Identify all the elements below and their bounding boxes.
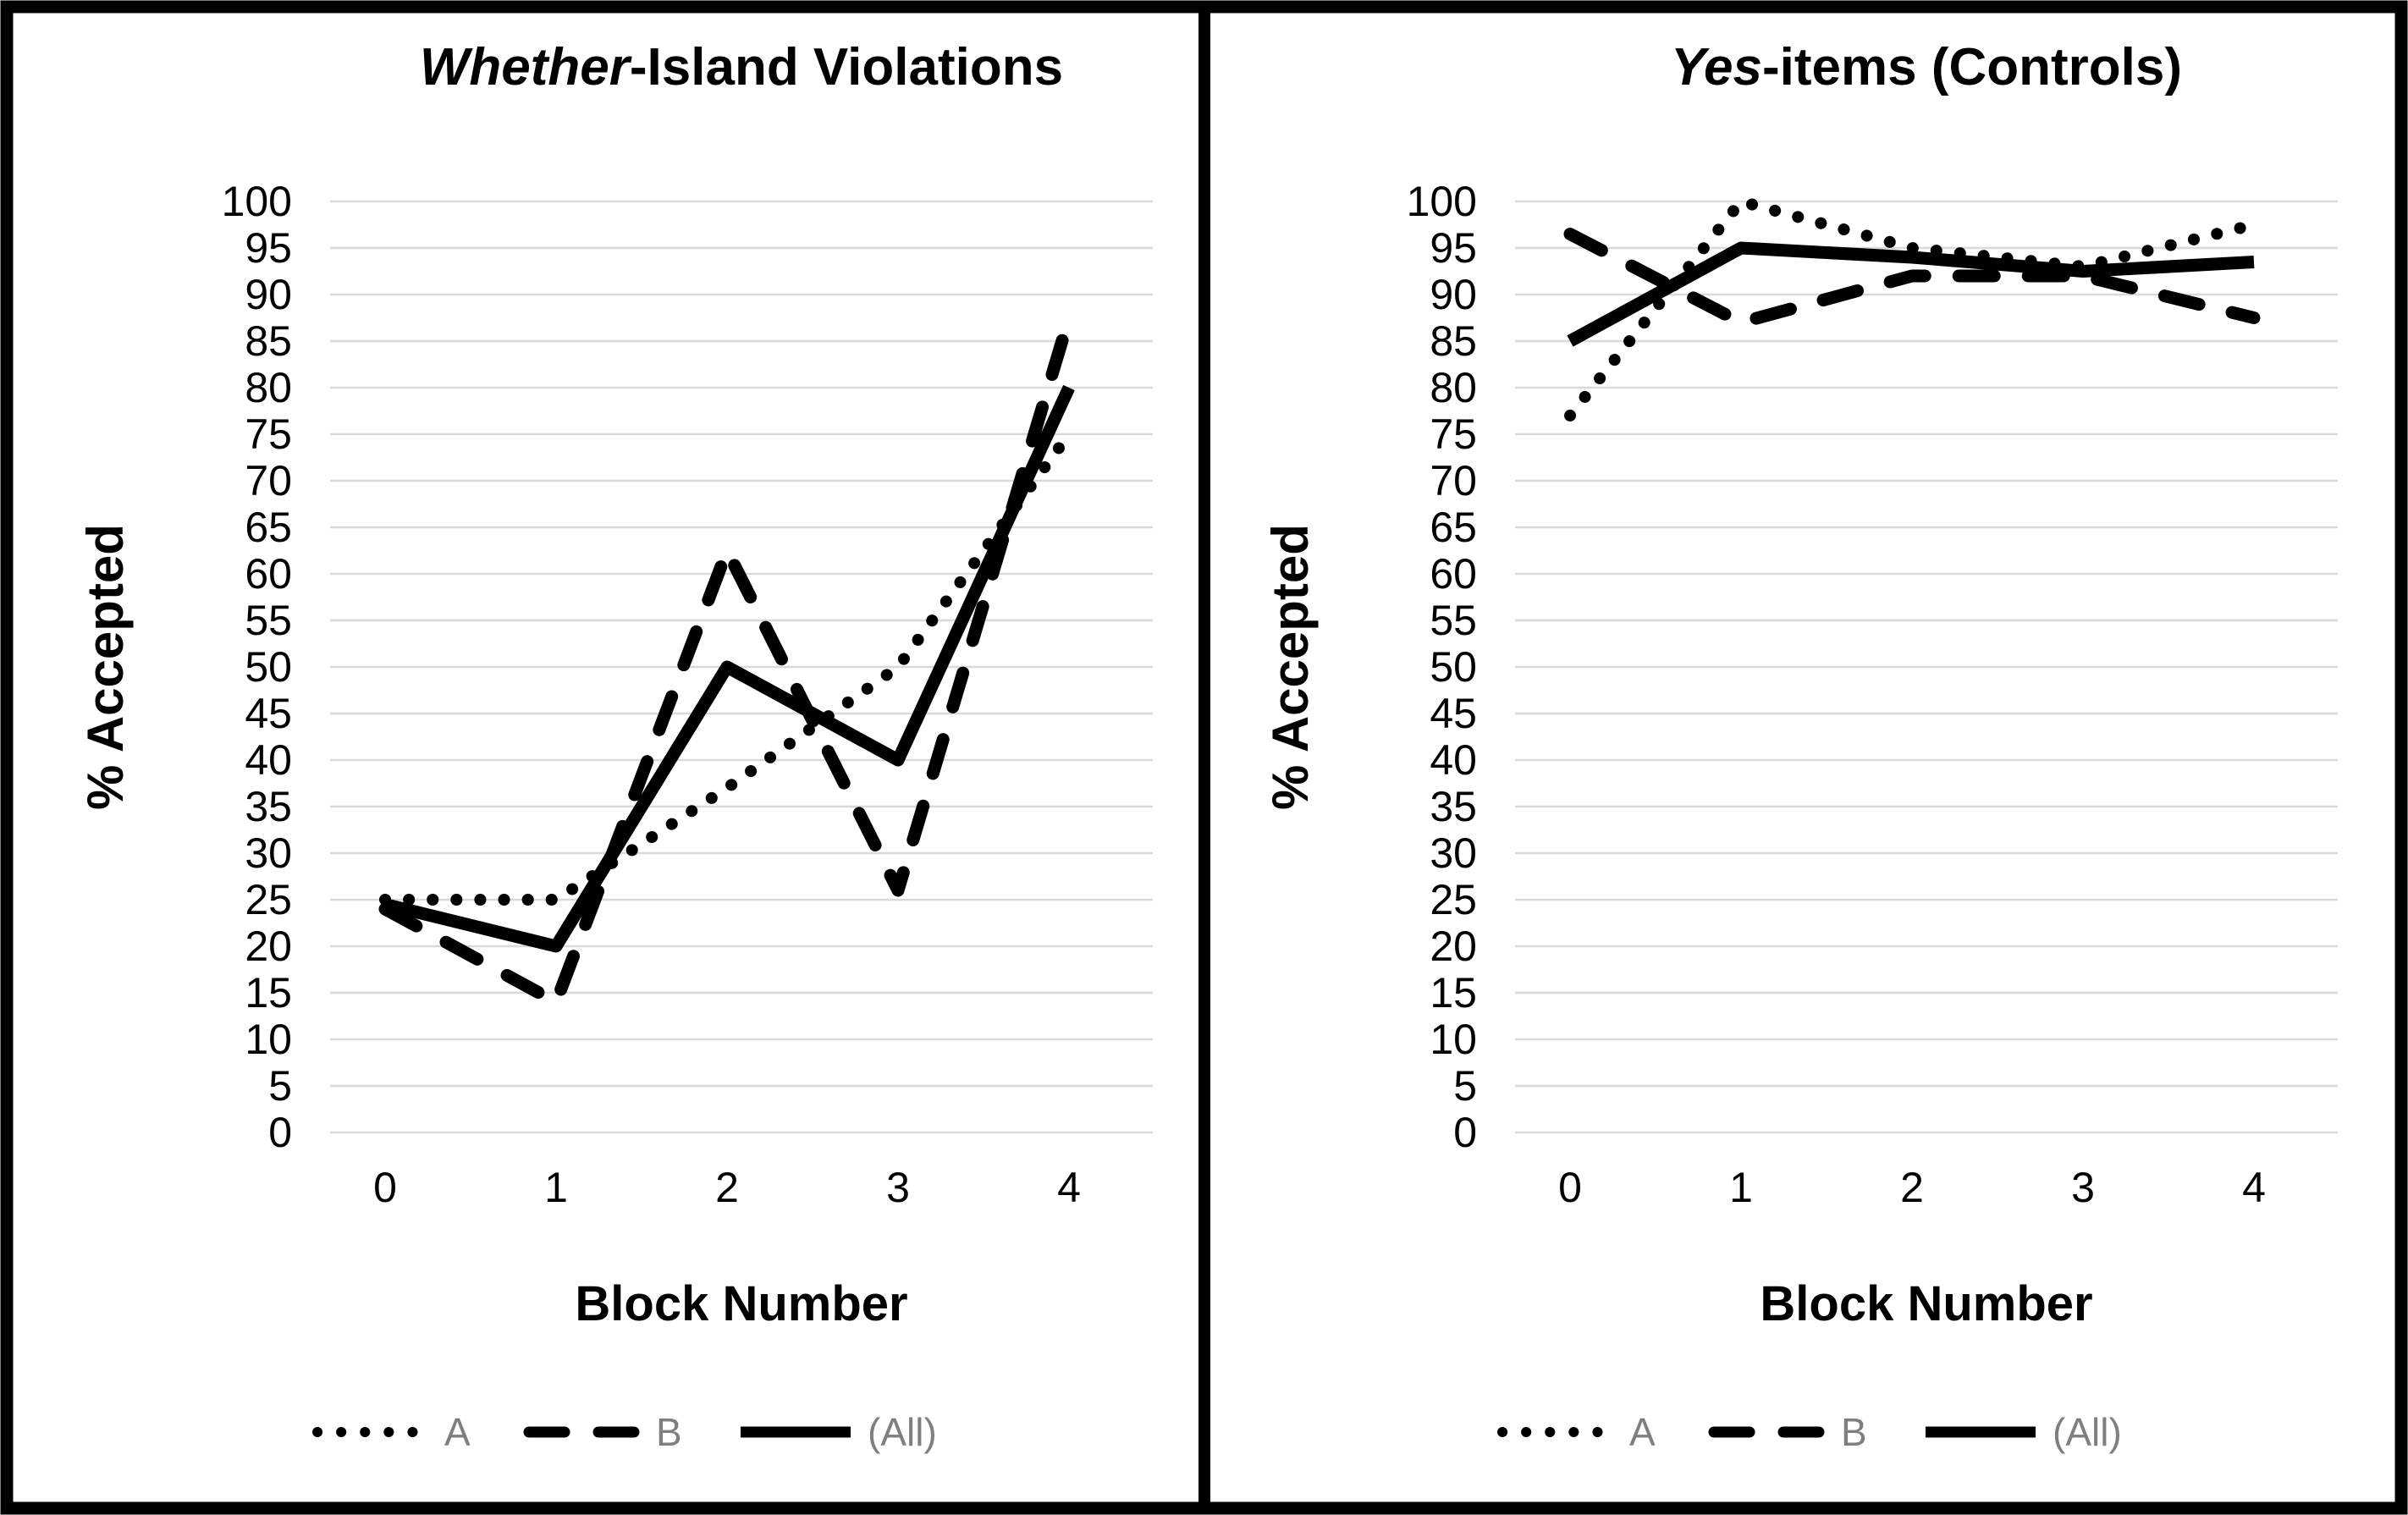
y-tick-label: 40 xyxy=(245,736,292,784)
series-line-A xyxy=(379,428,1075,906)
chart-panel-left: 1009590858075706560555045403530252015105… xyxy=(77,38,1153,1454)
y-tick-label: 0 xyxy=(1453,1109,1477,1156)
y-tick-label: 25 xyxy=(1430,876,1477,923)
y-tick-label: 5 xyxy=(1453,1062,1477,1110)
y-tick-label: 35 xyxy=(1430,783,1477,830)
y-tick-label: 20 xyxy=(1430,923,1477,970)
y-tick-label: 80 xyxy=(245,364,292,411)
y-tick-label: 20 xyxy=(245,923,292,970)
y-tick-label: 85 xyxy=(245,317,292,365)
x-tick-label: 4 xyxy=(1057,1164,1081,1211)
chart-title-rest: -Island Violations xyxy=(630,38,1063,96)
y-tick-label: 90 xyxy=(245,271,292,318)
gridlines xyxy=(1515,200,2338,1134)
chart-title: Whether-Island Violations xyxy=(420,38,1063,96)
legend: A B (All) xyxy=(1497,1410,2122,1454)
legend-label: (All) xyxy=(868,1410,937,1454)
y-tick-label: 75 xyxy=(245,410,292,458)
legend: A B (All) xyxy=(312,1410,937,1454)
y-tick-label: 15 xyxy=(1430,969,1477,1016)
y-tick-label: 50 xyxy=(245,643,292,691)
chart-title: Yes-items (Controls) xyxy=(1671,38,2182,96)
y-tick-label: 30 xyxy=(1430,829,1477,877)
x-tick-label: 3 xyxy=(2071,1164,2095,1211)
y-axis-title: % Accepted xyxy=(77,524,134,810)
y-tick-label: 0 xyxy=(268,1109,292,1156)
y-tick-label: 35 xyxy=(245,783,292,830)
x-tick-label: 3 xyxy=(886,1164,910,1211)
y-tick-label: 5 xyxy=(268,1062,292,1110)
chart-panel-right: 1009590858075706560555045403530252015105… xyxy=(1262,38,2338,1454)
y-tick-label: 10 xyxy=(1430,1016,1477,1063)
y-tick-label: 40 xyxy=(1430,736,1477,784)
y-tick-label: 100 xyxy=(1407,178,1477,225)
x-axis-title: Block Number xyxy=(1760,1276,2092,1331)
chart-title-rest: -items (Controls) xyxy=(1762,38,2182,96)
y-tick-label: 55 xyxy=(245,597,292,644)
y-tick-label: 45 xyxy=(245,690,292,737)
x-tick-label: 0 xyxy=(1558,1164,1582,1211)
legend-label: A xyxy=(1629,1410,1656,1454)
legend-label: B xyxy=(1841,1410,1867,1454)
y-tick-label: 60 xyxy=(1430,550,1477,598)
series-line-All xyxy=(1567,241,2255,347)
legend-label: A xyxy=(444,1410,471,1454)
y-tick-label: 85 xyxy=(1430,317,1477,365)
x-tick-label: 2 xyxy=(1900,1164,1924,1211)
y-tick-label: 25 xyxy=(245,876,292,923)
series-line-A xyxy=(1564,196,2260,421)
y-tick-label: 55 xyxy=(1430,597,1477,644)
chart-title-italic: Yes xyxy=(1671,38,1762,96)
y-tick-label: 45 xyxy=(1430,690,1477,737)
series-line-B xyxy=(1563,228,2261,329)
legend-label: (All) xyxy=(2053,1410,2122,1454)
chart-title-italic: Whether xyxy=(420,38,632,96)
y-tick-label: 65 xyxy=(1430,504,1477,551)
panel-divider xyxy=(1198,12,1210,1503)
legend-label: B xyxy=(656,1410,682,1454)
x-tick-label: 0 xyxy=(373,1164,397,1211)
y-tick-label: 70 xyxy=(1430,457,1477,504)
y-tick-label: 30 xyxy=(245,829,292,877)
y-tick-label: 80 xyxy=(1430,364,1477,411)
x-tick-label: 1 xyxy=(1729,1164,1753,1211)
y-tick-label: 70 xyxy=(245,457,292,504)
y-tick-label: 15 xyxy=(245,969,292,1016)
y-tick-label: 10 xyxy=(245,1016,292,1063)
y-tick-label: 90 xyxy=(1430,271,1477,318)
gridlines xyxy=(330,200,1153,1134)
series-line-B xyxy=(378,311,1076,1009)
y-tick-label: 60 xyxy=(245,550,292,598)
y-tick-label: 95 xyxy=(1430,224,1477,272)
y-tick-label: 100 xyxy=(222,178,292,225)
x-tick-label: 4 xyxy=(2242,1164,2266,1211)
y-tick-label: 75 xyxy=(1430,410,1477,458)
y-axis-title: % Accepted xyxy=(1262,524,1319,810)
y-tick-label: 50 xyxy=(1430,643,1477,691)
y-tick-label: 95 xyxy=(245,224,292,272)
series-line-All xyxy=(383,384,1075,953)
x-axis-title: Block Number xyxy=(575,1276,907,1331)
x-tick-label: 2 xyxy=(715,1164,739,1211)
y-tick-label: 65 xyxy=(245,504,292,551)
x-tick-label: 1 xyxy=(544,1164,568,1211)
